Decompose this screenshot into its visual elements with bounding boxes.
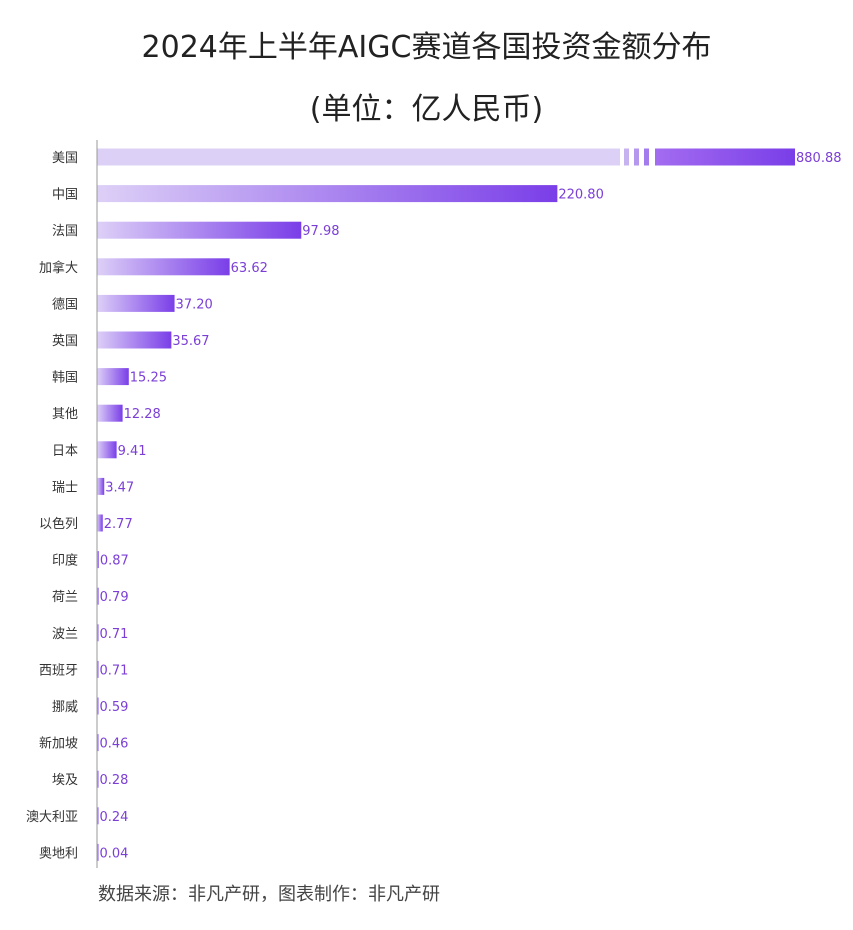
value-label: 0.04 xyxy=(100,846,129,861)
category-label: 德国 xyxy=(52,297,78,312)
value-label: 0.46 xyxy=(100,737,129,752)
value-label: 220.80 xyxy=(558,188,604,203)
bar xyxy=(97,660,99,678)
bar xyxy=(97,368,129,386)
category-label: 荷兰 xyxy=(52,590,78,605)
bar xyxy=(97,185,558,203)
value-label: 0.71 xyxy=(100,663,129,678)
bar xyxy=(97,624,99,642)
bar-break-stripe xyxy=(644,148,649,166)
bar xyxy=(97,404,123,422)
value-label: 35.67 xyxy=(172,334,209,349)
value-label: 15.25 xyxy=(130,371,167,386)
value-label: 0.28 xyxy=(100,773,129,788)
bar-break-stripe xyxy=(624,148,629,166)
value-label: 2.77 xyxy=(104,517,133,532)
bar xyxy=(97,221,302,239)
bar xyxy=(97,258,230,276)
category-label: 西班牙 xyxy=(39,663,78,678)
value-label: 3.47 xyxy=(105,480,134,495)
bar xyxy=(97,514,103,532)
category-label: 瑞士 xyxy=(52,480,78,495)
category-label: 埃及 xyxy=(52,773,78,788)
bar xyxy=(97,734,99,752)
category-label: 中国 xyxy=(52,188,78,203)
bar xyxy=(97,697,99,715)
bar xyxy=(97,331,172,349)
category-label: 日本 xyxy=(52,444,78,459)
bar xyxy=(97,770,99,788)
value-label: 0.71 xyxy=(100,627,129,642)
category-label: 澳大利亚 xyxy=(26,809,78,825)
value-label: 880.88 xyxy=(796,151,842,166)
value-label: 0.24 xyxy=(100,810,129,825)
value-label: 37.20 xyxy=(176,297,213,312)
bar xyxy=(97,551,99,569)
category-label: 挪威 xyxy=(52,700,78,715)
value-label: 9.41 xyxy=(118,444,147,459)
chart-subtitle: (单位：亿人民币) xyxy=(309,92,544,127)
category-label: 韩国 xyxy=(52,371,78,386)
category-label: 以色列 xyxy=(39,516,78,532)
chart-title: 2024年上半年AIGC赛道各国投资金额分布 xyxy=(141,30,712,65)
category-label: 新加坡 xyxy=(39,736,78,752)
category-label: 奥地利 xyxy=(39,846,78,861)
category-label: 加拿大 xyxy=(39,260,78,276)
source-note: 数据来源：非凡产研，图表制作：非凡产研 xyxy=(98,884,440,905)
bar xyxy=(97,807,99,825)
bar xyxy=(97,477,105,495)
category-label: 其他 xyxy=(52,407,78,422)
category-label: 英国 xyxy=(52,334,78,349)
bar xyxy=(97,843,99,861)
bar-segment-right xyxy=(655,148,795,166)
bar-segment-left xyxy=(97,148,620,166)
category-label: 美国 xyxy=(52,151,78,166)
value-label: 0.59 xyxy=(100,700,129,715)
category-label: 波兰 xyxy=(52,627,78,642)
value-label: 12.28 xyxy=(124,407,161,422)
value-label: 63.62 xyxy=(231,261,268,276)
bar xyxy=(97,294,175,312)
bar xyxy=(97,587,99,605)
category-label: 法国 xyxy=(52,224,78,239)
value-label: 97.98 xyxy=(302,224,339,239)
bar xyxy=(97,441,117,459)
value-label: 0.79 xyxy=(100,590,129,605)
bar-break-stripe xyxy=(634,148,639,166)
category-label: 印度 xyxy=(52,553,78,569)
value-label: 0.87 xyxy=(100,554,129,569)
